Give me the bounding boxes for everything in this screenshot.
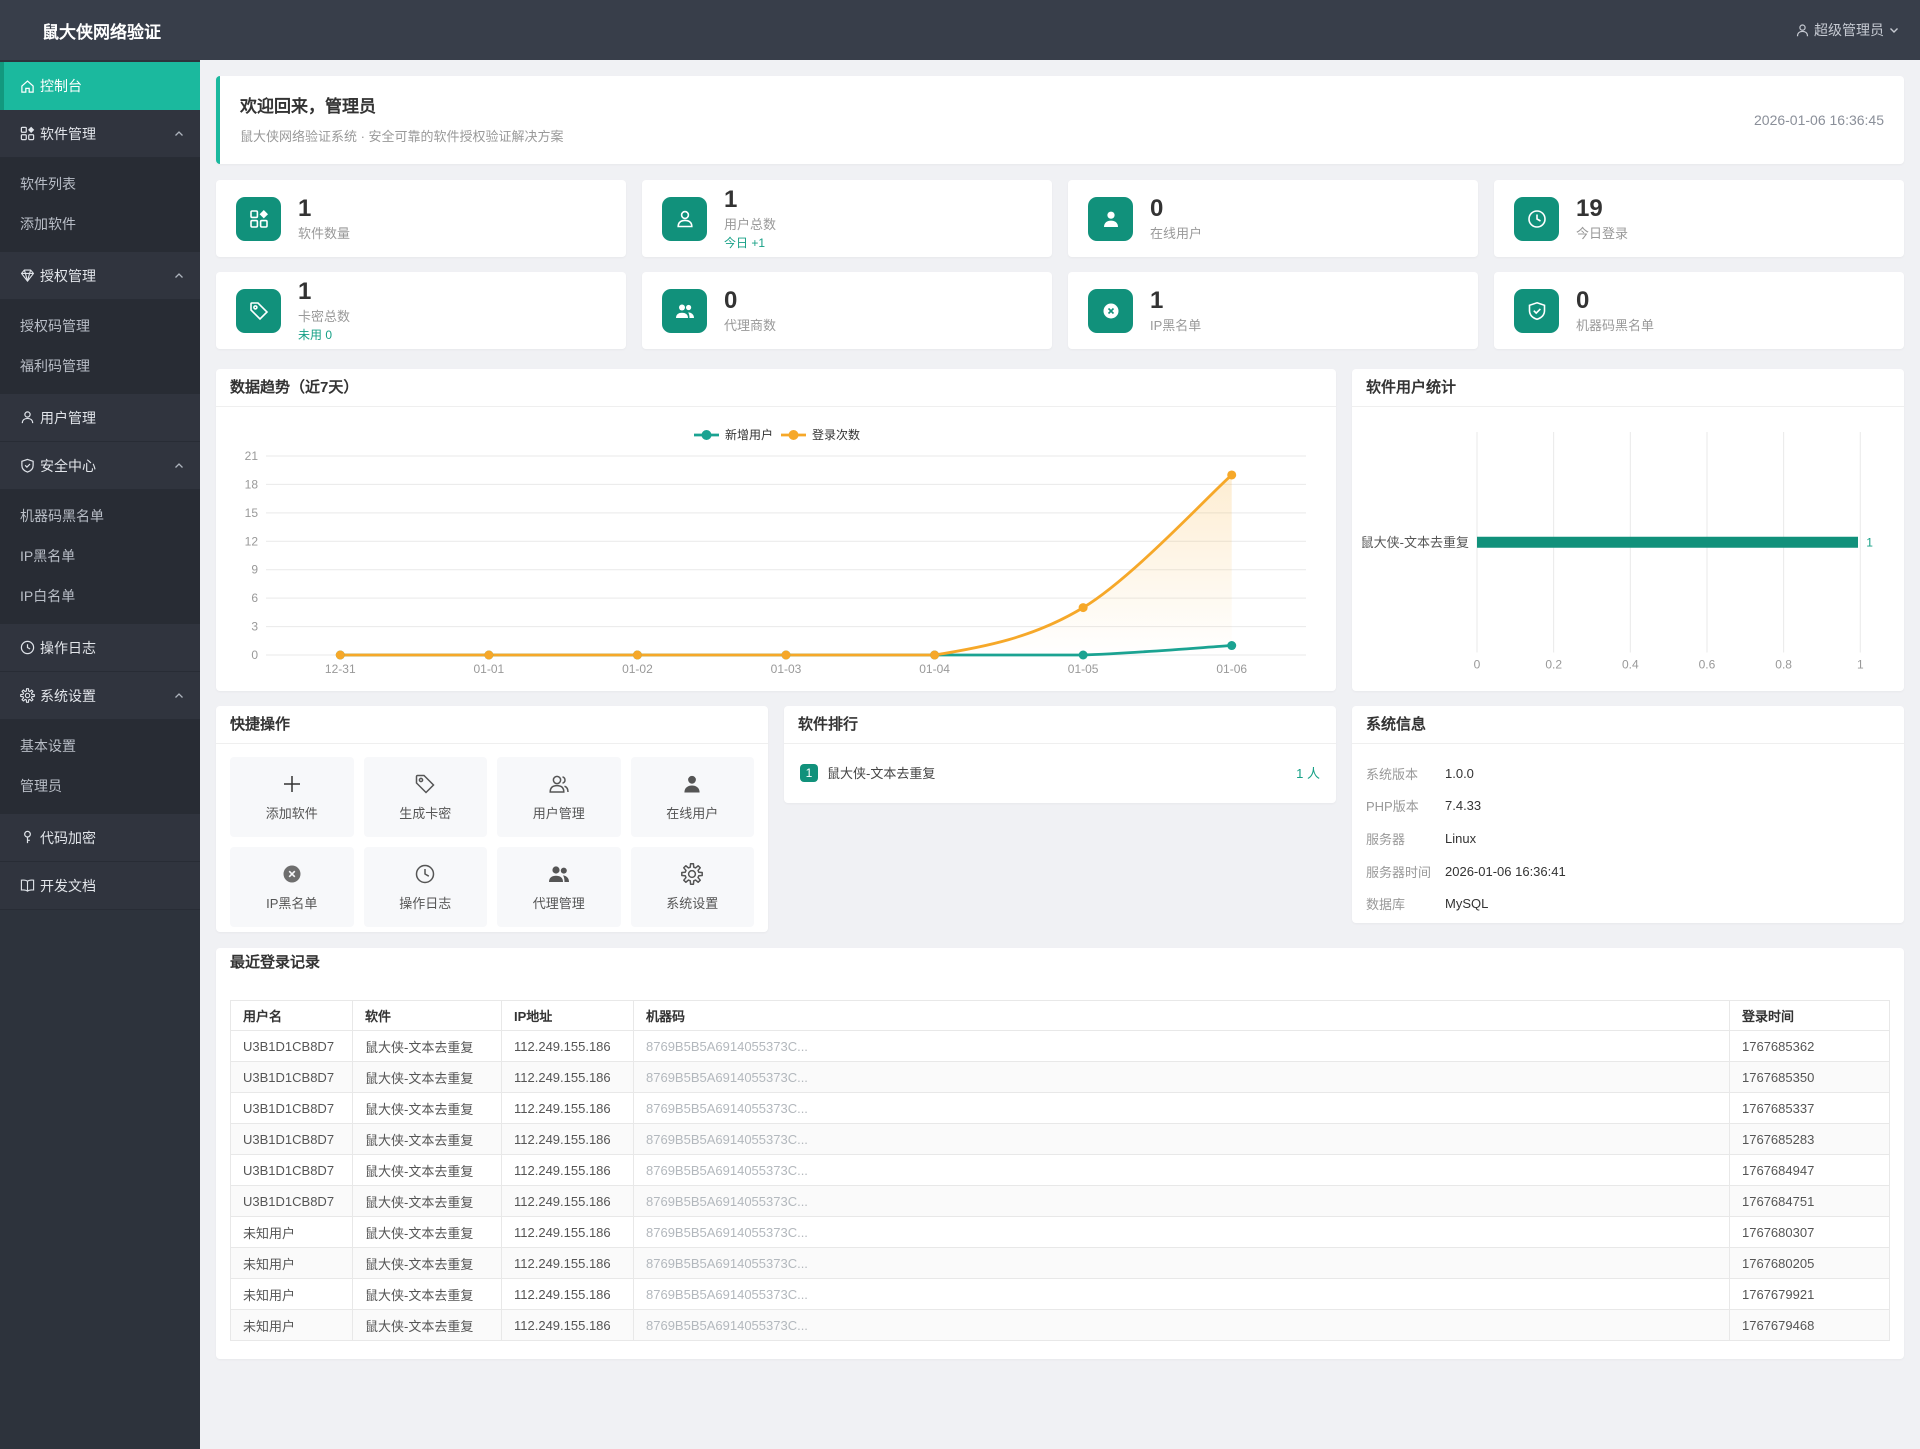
- svg-text:登录次数: 登录次数: [812, 427, 860, 442]
- svg-text:9: 9: [251, 563, 258, 577]
- svg-text:鼠大侠-文本去重复: 鼠大侠-文本去重复: [1361, 535, 1469, 550]
- svg-text:01-06: 01-06: [1216, 662, 1247, 676]
- svg-text:3: 3: [251, 620, 258, 634]
- svg-text:0: 0: [1474, 658, 1481, 672]
- svg-text:0.4: 0.4: [1622, 658, 1639, 672]
- svg-text:0.8: 0.8: [1775, 658, 1792, 672]
- svg-text:01-03: 01-03: [771, 662, 802, 676]
- svg-text:新增用户: 新增用户: [725, 427, 773, 442]
- svg-text:1: 1: [1866, 535, 1873, 549]
- svg-text:01-01: 01-01: [474, 662, 505, 676]
- svg-text:0.6: 0.6: [1699, 658, 1716, 672]
- svg-text:01-04: 01-04: [919, 662, 950, 676]
- svg-text:12: 12: [245, 534, 259, 548]
- svg-text:21: 21: [245, 449, 259, 463]
- svg-text:12-31: 12-31: [325, 662, 356, 676]
- svg-text:0: 0: [251, 648, 258, 662]
- svg-text:01-05: 01-05: [1068, 662, 1099, 676]
- svg-text:6: 6: [251, 591, 258, 605]
- svg-text:18: 18: [245, 477, 259, 491]
- svg-text:01-02: 01-02: [622, 662, 653, 676]
- svg-text:0.2: 0.2: [1545, 658, 1562, 672]
- svg-text:15: 15: [245, 506, 259, 520]
- svg-text:1: 1: [1857, 658, 1864, 672]
